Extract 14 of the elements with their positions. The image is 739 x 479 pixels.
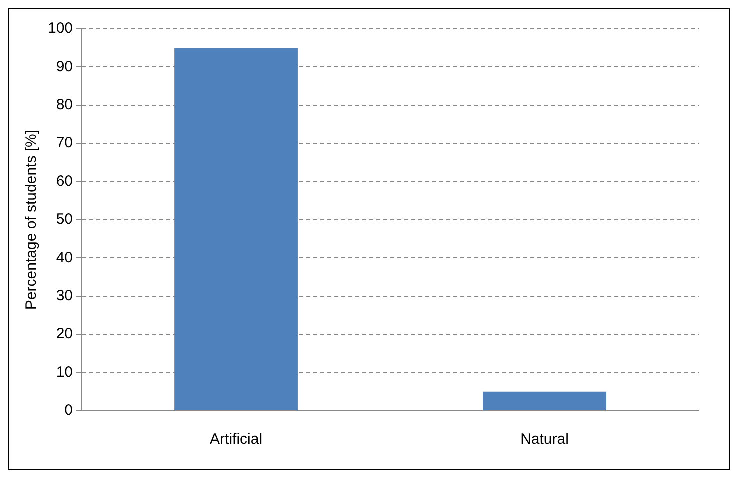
y-tick-label: 0 <box>64 402 74 420</box>
y-tick-label: 20 <box>56 326 74 343</box>
x-tick-label: Artificial <box>210 431 263 448</box>
y-tick-label: 10 <box>56 364 74 381</box>
y-tick-label: 80 <box>56 96 74 114</box>
y-tick-label: 60 <box>56 172 74 190</box>
x-tick-label: Natural <box>520 431 569 448</box>
y-tick-label: 70 <box>56 134 74 152</box>
y-tick-label: 40 <box>56 249 74 266</box>
y-axis-title: Percentage of students [%] <box>23 130 40 310</box>
y-tick-label: 100 <box>48 20 74 38</box>
y-tick-label: 30 <box>56 288 74 305</box>
y-tick-label: 50 <box>56 211 74 228</box>
y-tick-label: 90 <box>56 58 74 76</box>
